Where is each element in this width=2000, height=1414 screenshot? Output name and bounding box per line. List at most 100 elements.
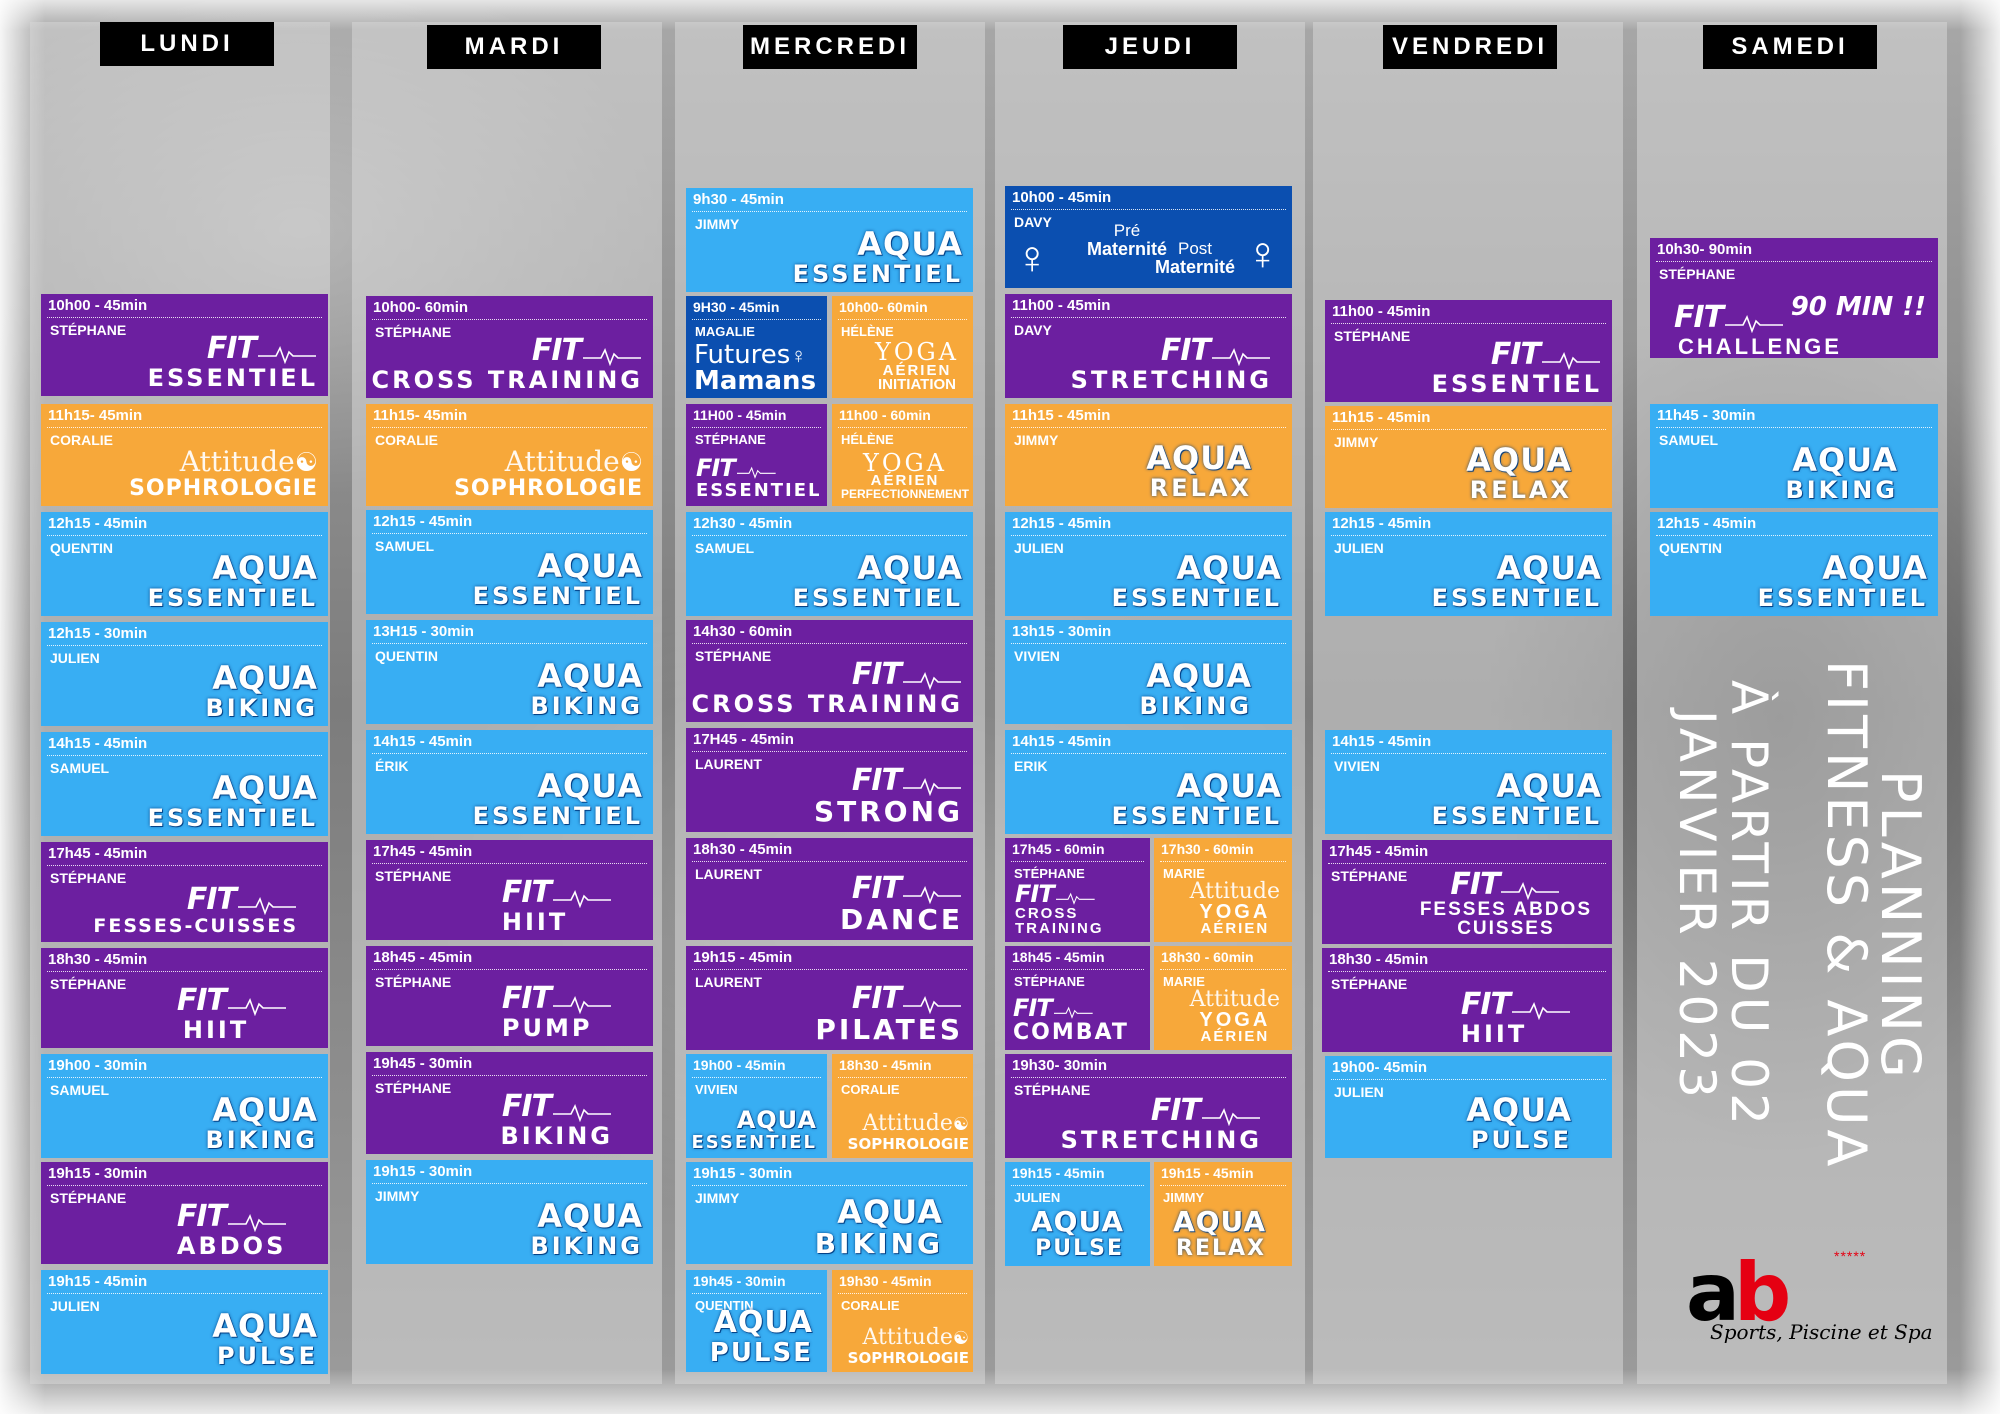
class-pre-label: Pré Maternité bbox=[1087, 221, 1168, 259]
class-card[interactable]: 17h45 - 45min STÉPHANE FIT HIIT bbox=[366, 840, 653, 940]
class-card[interactable]: 12h15 - 45min SAMUEL AQUA ESSENTIEL bbox=[366, 510, 653, 614]
heartbeat-icon bbox=[903, 671, 961, 690]
class-card[interactable]: 14h15 - 45min VIVIEN AQUA ESSENTIEL bbox=[1325, 730, 1612, 834]
class-time: 18h30 - 45min bbox=[693, 841, 793, 858]
class-card[interactable]: 18h30 - 60min MARIE Attitude YOGA AÉRIEN bbox=[1154, 946, 1292, 1050]
class-card[interactable]: 19h15 - 30min STÉPHANE FIT ABDOS bbox=[41, 1162, 328, 1264]
class-card[interactable]: 17H45 - 45min LAURENT FIT STRONG bbox=[686, 728, 973, 832]
class-card[interactable]: 10h00 - 45min STÉPHANE FIT ESSENTIEL bbox=[41, 294, 328, 396]
class-name: ESSENTIEL bbox=[792, 260, 963, 288]
class-card[interactable]: 19h00- 45min JULIEN AQUA PULSE bbox=[1325, 1056, 1612, 1158]
class-time: 10h00- 60min bbox=[839, 299, 928, 315]
class-time: 18h45 - 45min bbox=[373, 949, 473, 966]
class-name: ESSENTIEL bbox=[1111, 802, 1282, 830]
class-name: SOPHROLOGIE bbox=[454, 476, 643, 501]
class-card[interactable]: 19h15 - 45min LAURENT FIT PILATES bbox=[686, 946, 973, 1050]
class-time: 14h15 - 45min bbox=[1012, 733, 1112, 750]
class-time: 17h45 - 45min bbox=[1329, 843, 1429, 860]
class-time: 19h15 - 45min bbox=[48, 1273, 148, 1290]
class-name: ESSENTIEL bbox=[147, 584, 318, 612]
class-card[interactable]: 10h30- 90min STÉPHANE FIT 90 MIN !! CHAL… bbox=[1650, 238, 1938, 358]
class-card[interactable]: 19h45 - 30min QUENTIN AQUA PULSE bbox=[686, 1270, 827, 1372]
meditation-icon: ☯ bbox=[619, 447, 643, 477]
heartbeat-icon bbox=[736, 466, 776, 479]
class-card[interactable]: 13h15 - 30min VIVIEN AQUA BIKING bbox=[1005, 620, 1292, 724]
class-name: ESSENTIEL bbox=[1431, 802, 1602, 830]
class-card[interactable]: 11h15- 45min CORALIE Attitude☯ SOPHROLOGI… bbox=[366, 404, 653, 506]
class-card[interactable]: 12h15 - 45min QUENTIN AQUA ESSENTIEL bbox=[41, 512, 328, 616]
heartbeat-icon bbox=[903, 885, 961, 904]
class-card[interactable]: 12h15 - 45min JULIEN AQUA ESSENTIEL bbox=[1325, 512, 1612, 616]
class-name: BIKING bbox=[530, 692, 643, 720]
class-time: 14h30 - 60min bbox=[693, 623, 793, 640]
class-card[interactable]: 19h15 - 45min JULIEN AQUA PULSE bbox=[41, 1270, 328, 1374]
class-name: PULSE bbox=[216, 1342, 318, 1370]
class-coach: DAVY bbox=[1014, 322, 1052, 338]
class-card[interactable]: 17h45 - 45min STÉPHANE FIT FESSES ABDOS CU… bbox=[1322, 840, 1612, 944]
class-card[interactable]: 12h15 - 45min QUENTIN AQUA ESSENTIEL bbox=[1650, 512, 1938, 616]
class-card[interactable]: 11h00 - 60min HÉLÈNE YOGA AÉRIEN PERFECTIO… bbox=[832, 404, 973, 506]
class-card[interactable]: 14h15 - 45min SAMUEL AQUA ESSENTIEL bbox=[41, 732, 328, 836]
class-card[interactable]: 19h15 - 45min JIMMY AQUA RELAX bbox=[1154, 1162, 1292, 1266]
class-coach: ERIK bbox=[1014, 758, 1048, 774]
class-card[interactable]: 19h45 - 30min STÉPHANE FIT BIKING bbox=[366, 1052, 653, 1154]
heartbeat-icon bbox=[1542, 351, 1600, 370]
class-time: 12h15 - 45min bbox=[1657, 515, 1757, 532]
class-card[interactable]: 11h45 - 30min SAMUEL AQUA BIKING bbox=[1650, 404, 1938, 508]
class-card[interactable]: 10h00- 60min HÉLÈNE YOGA AÉRIEN INITIATION bbox=[832, 296, 973, 398]
class-coach: HÉLÈNE bbox=[841, 432, 894, 447]
class-time: 19h15 - 30min bbox=[693, 1165, 793, 1182]
class-card[interactable]: 18h30 - 45min CORALIE Attitude☯ SOPHROLOG… bbox=[832, 1054, 973, 1158]
class-card[interactable]: 9H30 - 45min MAGALIE Futures♀ Mamans bbox=[686, 296, 827, 398]
class-card[interactable]: 17h45 - 45min STÉPHANE FIT FESSES-CUISSES bbox=[41, 842, 328, 942]
class-brand: Attitude bbox=[1189, 986, 1280, 1012]
class-card[interactable]: 11h00 - 45min STÉPHANE FIT ESSENTIEL bbox=[1325, 300, 1612, 402]
class-time: 19h15 - 45min bbox=[1161, 1165, 1254, 1181]
class-card[interactable]: 19h30- 30min STÉPHANE FIT STRETCHING bbox=[1005, 1054, 1292, 1158]
class-card[interactable]: 12h30 - 45min SAMUEL AQUA ESSENTIEL bbox=[686, 512, 973, 616]
class-card[interactable]: 18h45 - 45min STÉPHANE FIT PUMP bbox=[366, 946, 653, 1046]
heartbeat-icon bbox=[553, 1103, 611, 1122]
class-name: SOPHROLOGIE bbox=[847, 1135, 969, 1153]
heartbeat-icon bbox=[903, 777, 961, 796]
class-card[interactable]: 11h15- 45min CORALIE Attitude☯ SOPHROLOGI… bbox=[41, 404, 328, 506]
class-card[interactable]: 17h30 - 60min MARIE Attitude YOGA AÉRIEN bbox=[1154, 838, 1292, 942]
class-card[interactable]: 14h30 - 60min STÉPHANE FIT CROSS TRAINING bbox=[686, 620, 973, 722]
class-card[interactable]: 11h15 - 45min JIMMY AQUA RELAX bbox=[1325, 406, 1612, 508]
class-time: 12h15 - 45min bbox=[373, 513, 473, 530]
brand-logo: ***** ab Sports, Piscine et Spa bbox=[1686, 1248, 1946, 1348]
class-card[interactable]: 19h00 - 45min VIVIEN AQUA ESSENTIEL bbox=[686, 1054, 827, 1158]
class-card[interactable]: 12h15 - 45min JULIEN AQUA ESSENTIEL bbox=[1005, 512, 1292, 616]
class-card[interactable]: 19h15 - 30min JIMMY AQUA BIKING bbox=[366, 1160, 653, 1264]
class-coach: STÉPHANE bbox=[50, 322, 127, 338]
class-brand: FIT bbox=[851, 763, 902, 798]
class-card[interactable]: 18h30 - 45min LAURENT FIT DANCE bbox=[686, 838, 973, 940]
class-card[interactable]: 18h45 - 45min STÉPHANE FIT COMBAT bbox=[1005, 946, 1150, 1050]
class-card[interactable]: 11h15 - 45min JIMMY AQUA RELAX bbox=[1005, 404, 1292, 506]
class-brand: AQUA bbox=[837, 1193, 943, 1231]
class-name: STRONG bbox=[813, 795, 963, 828]
class-card[interactable]: 18h30 - 45min STÉPHANE FIT HIIT bbox=[1322, 948, 1612, 1052]
class-card[interactable]: 17h45 - 60min STÉPHANE FIT CROSS TRAINING bbox=[1005, 838, 1150, 942]
class-coach: JIMMY bbox=[695, 1190, 740, 1206]
class-card[interactable]: 19h30 - 45min CORALIE Attitude☯ SOPHROLOG… bbox=[832, 1270, 973, 1372]
class-card[interactable]: 9h30 - 45min JIMMY AQUA ESSENTIEL bbox=[686, 188, 973, 292]
class-time: 14h15 - 45min bbox=[373, 733, 473, 750]
class-card[interactable]: 13H15 - 30min QUENTIN AQUA BIKING bbox=[366, 620, 653, 724]
class-coach: STÉPHANE bbox=[1014, 974, 1085, 989]
class-card[interactable]: 19h15 - 30min JIMMY AQUA BIKING bbox=[686, 1162, 973, 1264]
class-card[interactable]: 19h00 - 30min SAMUEL AQUA BIKING bbox=[41, 1054, 328, 1158]
class-card[interactable]: 10h00 - 45min DAVY ♀ Pré Maternité Post … bbox=[1005, 186, 1292, 288]
class-card[interactable]: 14h15 - 45min ERIK AQUA ESSENTIEL bbox=[1005, 730, 1292, 834]
class-brand: AQUA bbox=[1146, 439, 1252, 477]
class-card[interactable]: 14h15 - 45min ÉRIK AQUA ESSENTIEL bbox=[366, 730, 653, 834]
class-brand: AQUA bbox=[857, 549, 963, 587]
class-card[interactable]: 10h00- 60min STÉPHANE FIT CROSS TRAINING bbox=[366, 296, 653, 398]
class-card[interactable]: 12h15 - 30min JULIEN AQUA BIKING bbox=[41, 622, 328, 726]
class-name: BIKING bbox=[205, 1126, 318, 1154]
class-card[interactable]: 18h30 - 45min STÉPHANE FIT HIIT bbox=[41, 948, 328, 1048]
class-brand: FIT bbox=[176, 983, 227, 1018]
class-card[interactable]: 11h00 - 45min DAVY FIT STRETCHING bbox=[1005, 294, 1292, 398]
class-card[interactable]: 19h15 - 45min JULIEN AQUA PULSE bbox=[1005, 1162, 1150, 1266]
class-card[interactable]: 11H00 - 45min STÉPHANE FIT ESSENTIEL bbox=[686, 404, 827, 506]
